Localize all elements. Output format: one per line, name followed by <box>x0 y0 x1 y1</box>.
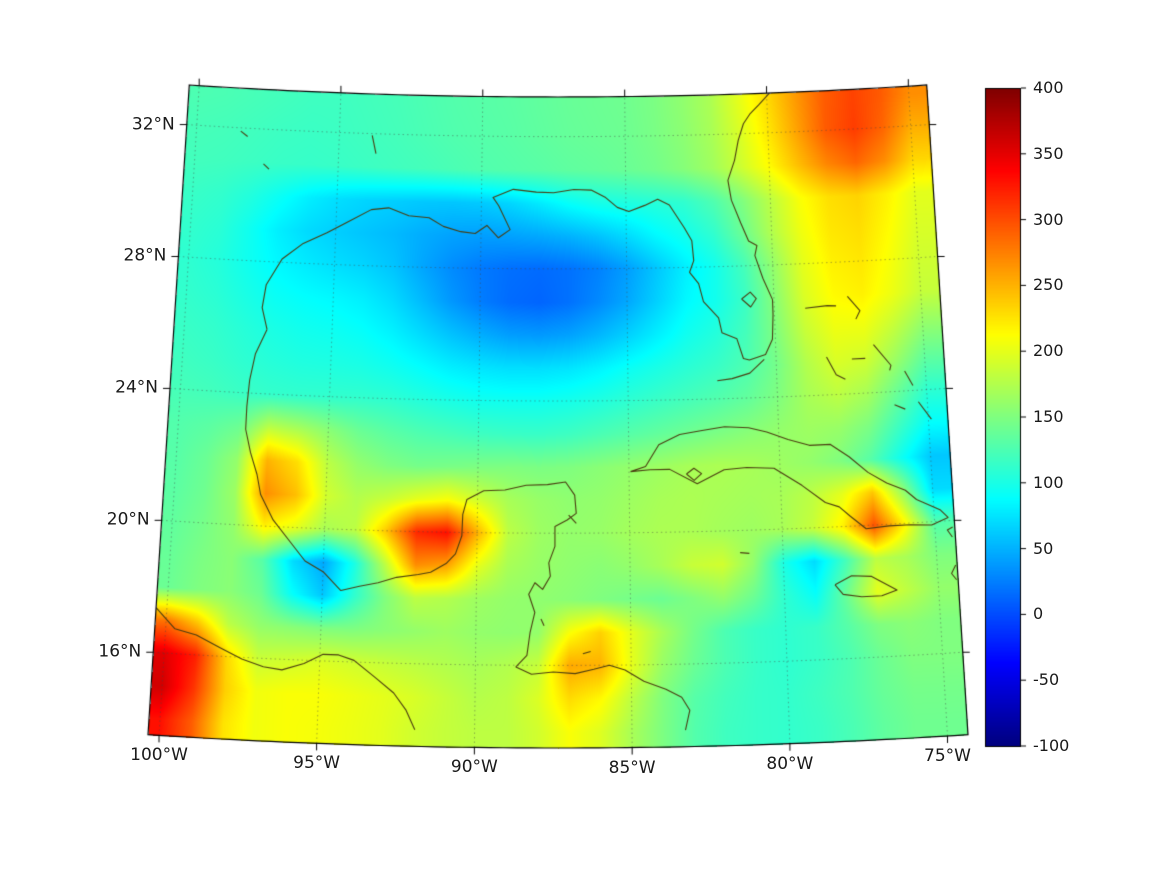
colorbar <box>985 88 1020 746</box>
